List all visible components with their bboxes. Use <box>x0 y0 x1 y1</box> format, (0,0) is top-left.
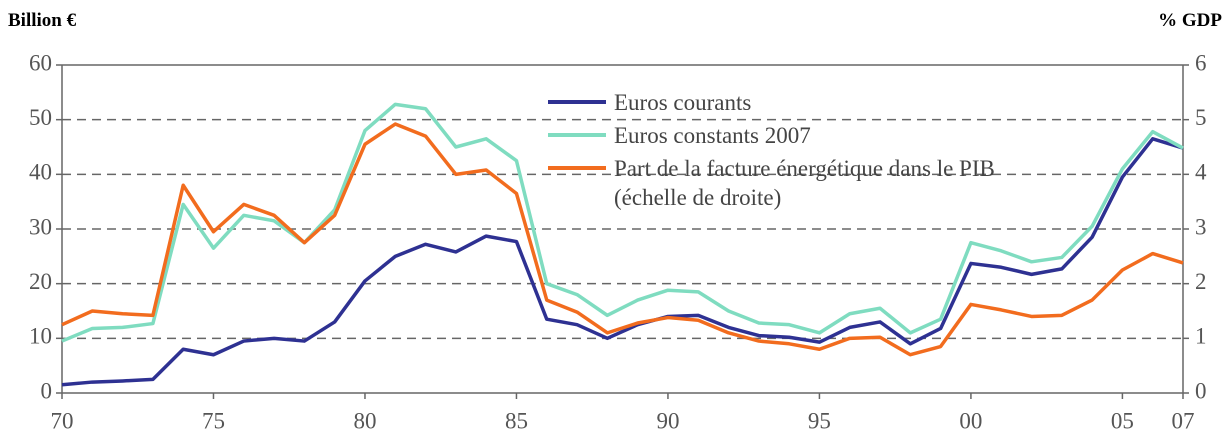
y2-tick-label: 6 <box>1195 50 1207 75</box>
legend-swatch <box>548 133 606 137</box>
x-tick-label: 90 <box>656 408 679 433</box>
legend-label: Euros constants 2007 <box>614 123 811 148</box>
x-tick-label: 05 <box>1111 408 1134 433</box>
legend-item: Euros courants <box>548 88 995 117</box>
x-tick-label: 75 <box>202 408 225 433</box>
legend-swatch <box>548 166 606 170</box>
y-tick-label: 10 <box>29 324 52 349</box>
legend: Euros courants Euros constants 2007 Part d… <box>548 88 995 216</box>
y2-tick-label: 4 <box>1195 160 1207 185</box>
y-tick-label: 50 <box>29 105 52 130</box>
y-tick-label: 20 <box>29 269 52 294</box>
legend-item: Euros constants 2007 <box>548 121 995 150</box>
legend-swatch <box>548 100 606 104</box>
y2-tick-label: 2 <box>1195 269 1207 294</box>
y-axis-title: Billion € <box>8 10 77 31</box>
series-line <box>61 122 1184 357</box>
series-line <box>61 137 1184 387</box>
legend-item: Part de la facture énergétique dans le P… <box>548 154 995 212</box>
x-tick-label: 95 <box>808 408 831 433</box>
y-tick-label: 0 <box>41 378 53 403</box>
x-tick-label: 70 <box>51 408 74 433</box>
y-tick-label: 40 <box>29 160 52 185</box>
x-tick-label: 07 <box>1172 408 1195 433</box>
legend-label: Part de la facture énergétique dans le P… <box>614 156 995 210</box>
y2-tick-label: 0 <box>1195 378 1207 403</box>
series-line <box>61 102 1184 343</box>
y2-axis-title: % GDP <box>1158 10 1222 31</box>
y-tick-label: 30 <box>29 214 52 239</box>
y-tick-label: 60 <box>29 50 52 75</box>
y2-tick-label: 1 <box>1195 324 1207 349</box>
x-tick-label: 00 <box>959 408 982 433</box>
x-tick-label: 80 <box>353 408 376 433</box>
y2-tick-label: 3 <box>1195 214 1207 239</box>
y2-tick-label: 5 <box>1195 105 1207 130</box>
legend-label: Euros courants <box>614 90 752 115</box>
x-tick-label: 85 <box>505 408 528 433</box>
